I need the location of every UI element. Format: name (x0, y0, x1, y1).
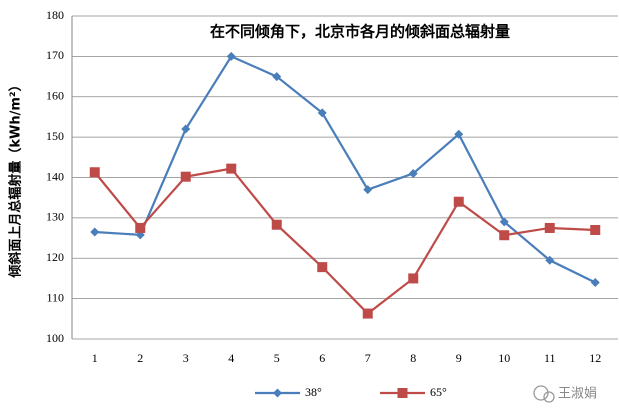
legend-label: 38° (305, 385, 322, 399)
x-tick-label: 2 (137, 351, 143, 365)
data-point (590, 277, 600, 287)
data-point (317, 108, 327, 118)
y-tick-label: 170 (46, 48, 64, 62)
x-tick-label: 1 (92, 351, 98, 365)
y-tick-label: 120 (46, 250, 64, 264)
data-point (90, 227, 100, 237)
y-tick-label: 110 (46, 290, 64, 304)
data-point (135, 222, 146, 233)
data-point (408, 168, 418, 178)
watermark: 王淑娟 (558, 387, 597, 402)
y-tick-label: 150 (46, 129, 64, 143)
legend-label: 65° (430, 385, 447, 399)
x-tick-label: 6 (319, 351, 325, 365)
data-point (317, 262, 328, 273)
x-tick-label: 10 (498, 351, 510, 365)
data-point (89, 167, 100, 178)
series-line (93, 167, 596, 316)
y-axis-label: 倾斜面上月总辐射量（kWh/m²） (8, 78, 24, 278)
data-point (499, 217, 509, 227)
x-tick-label: 11 (544, 351, 556, 365)
data-point (181, 124, 191, 134)
data-point (545, 255, 555, 265)
data-point (272, 72, 282, 82)
x-tick-label: 4 (228, 351, 234, 365)
legend-marker (273, 388, 282, 398)
chart-title: 在不同倾角下，北京市各月的倾斜面总辐射量 (210, 23, 510, 41)
data-point (544, 222, 555, 233)
data-point (499, 230, 510, 241)
data-point (226, 163, 237, 174)
data-point (226, 51, 236, 61)
watermark-icon (533, 385, 555, 403)
y-tick-label: 100 (46, 331, 64, 345)
data-point (363, 185, 373, 195)
series-line (94, 54, 596, 284)
legend-marker (397, 388, 408, 398)
y-tick-label: 130 (46, 210, 64, 224)
data-point (590, 224, 601, 235)
x-tick-label: 5 (274, 351, 280, 365)
x-tick-label: 3 (183, 351, 189, 365)
x-tick-label: 8 (410, 351, 416, 365)
y-tick-label: 180 (46, 8, 64, 22)
y-tick-label: 160 (46, 89, 64, 103)
x-tick-label: 9 (456, 351, 462, 365)
data-point (180, 171, 191, 182)
data-point (271, 219, 282, 230)
data-point (408, 273, 419, 284)
y-tick-label: 140 (46, 169, 64, 183)
data-point (454, 129, 464, 139)
data-point (362, 308, 373, 319)
x-tick-label: 12 (589, 351, 601, 365)
data-point (453, 196, 464, 207)
x-tick-label: 7 (365, 351, 371, 365)
